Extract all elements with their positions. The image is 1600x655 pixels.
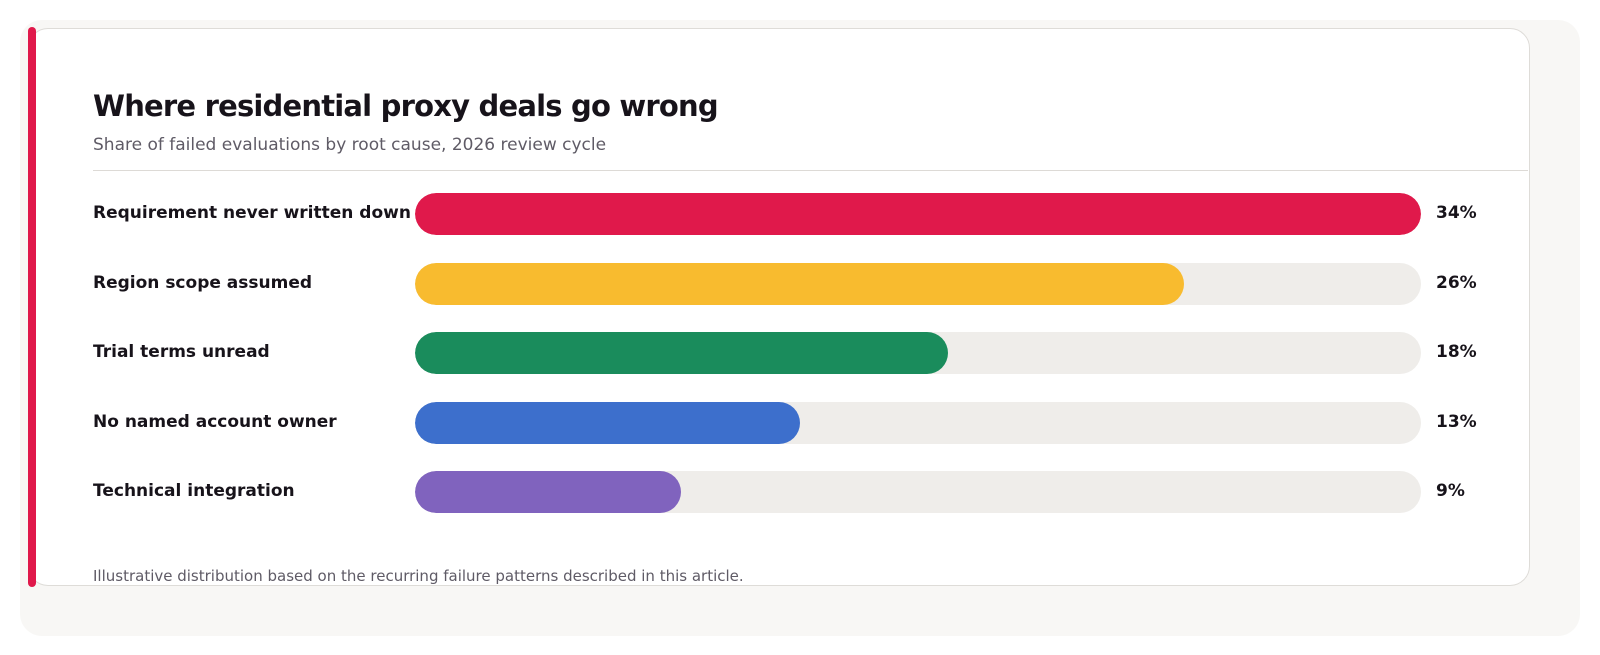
header-divider bbox=[93, 170, 1528, 171]
accent-stripe bbox=[28, 27, 36, 587]
bar-value-label: 13% bbox=[1436, 411, 1477, 432]
bar-row: Requirement never written down 34% bbox=[29, 193, 1529, 235]
bar-track bbox=[415, 193, 1421, 235]
chart-footnote: Illustrative distribution based on the r… bbox=[93, 567, 744, 585]
bar-value-label: 34% bbox=[1436, 203, 1477, 223]
bar-row: Trial terms unread 18% bbox=[29, 332, 1529, 374]
bar-track bbox=[415, 401, 1421, 444]
bar-label: Region scope assumed bbox=[93, 272, 313, 293]
bar-row: Technical integration 9% bbox=[29, 471, 1529, 513]
bar bbox=[415, 401, 800, 444]
bar-track bbox=[415, 332, 1421, 374]
bar-track bbox=[415, 262, 1421, 305]
chart-card: Where residential proxy deals go wrong S… bbox=[28, 28, 1530, 586]
chart-subtitle: Share of failed evaluations by root caus… bbox=[93, 135, 607, 155]
bar-label: Trial terms unread bbox=[93, 342, 270, 362]
bar-value-label: 18% bbox=[1436, 342, 1477, 362]
bar bbox=[415, 193, 1421, 235]
bar-label: No named account owner bbox=[93, 411, 337, 432]
chart-title: Where residential proxy deals go wrong bbox=[93, 89, 719, 123]
bar-label: Requirement never written down bbox=[93, 203, 411, 223]
bar-label: Technical integration bbox=[93, 481, 295, 501]
bar bbox=[415, 262, 1184, 305]
bar-row: No named account owner 13% bbox=[29, 401, 1529, 444]
bar bbox=[415, 471, 681, 513]
bar-value-label: 26% bbox=[1436, 272, 1477, 293]
bar-value-label: 9% bbox=[1436, 481, 1465, 501]
bar-row: Region scope assumed 26% bbox=[29, 262, 1529, 305]
bar bbox=[415, 332, 948, 374]
bar-track bbox=[415, 471, 1421, 513]
